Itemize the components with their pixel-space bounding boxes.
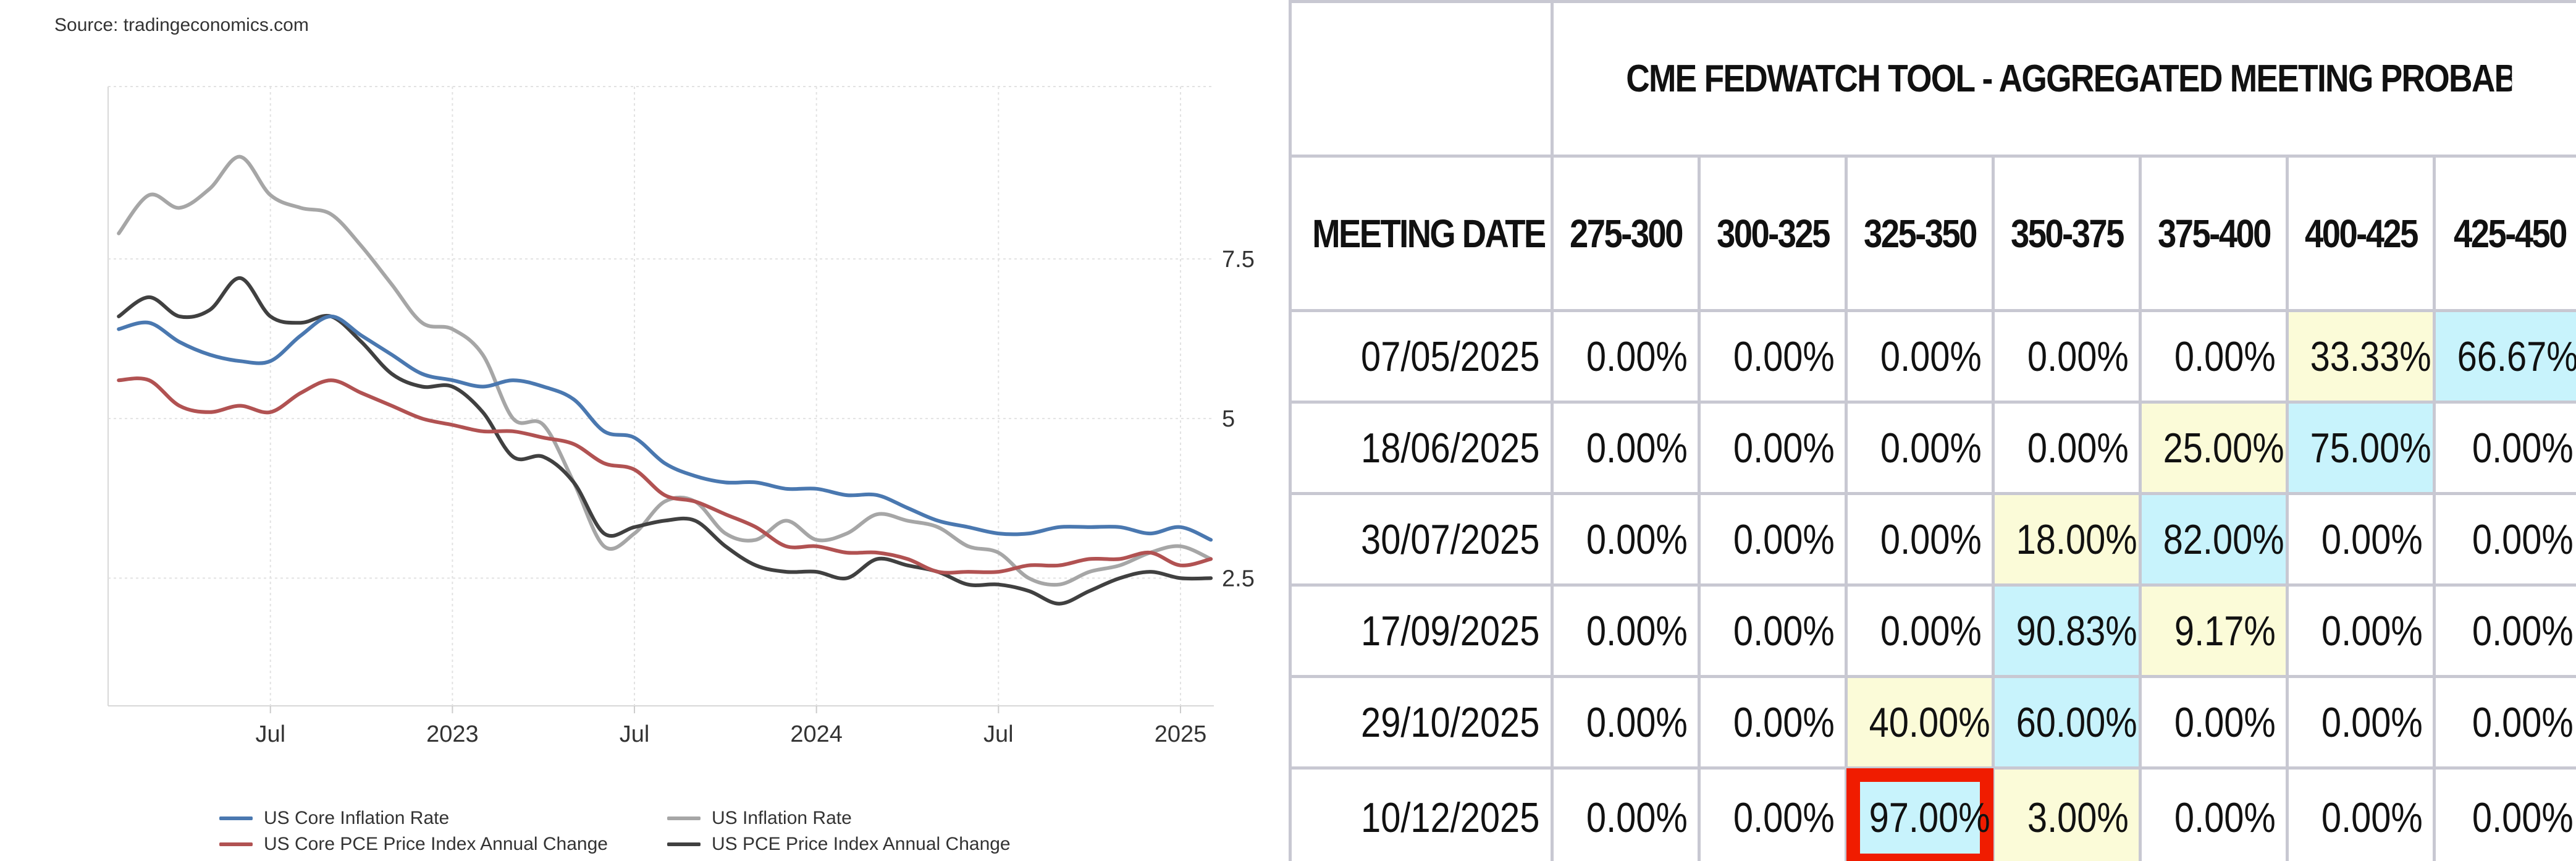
legend-label: US PCE Price Index Annual Change [712, 834, 1011, 854]
probability-cell: 0.00% [1551, 309, 1701, 404]
probability-cell: 66.67% [2432, 309, 2576, 404]
legend-label: US Inflation Rate [712, 808, 852, 828]
probability-cell: 18.00% [1992, 492, 2142, 587]
y-tick-label: 5 [1222, 406, 1235, 432]
probability-cell: 0.00% [1551, 492, 1701, 587]
probability-cell: 0.00% [1845, 492, 1995, 587]
probability-cell: 0.00% [2286, 766, 2436, 861]
x-tick-label: 2025 [1155, 721, 1207, 747]
x-tick-label: Jul [255, 721, 285, 747]
inflation-chart-panel: Source: tradingeconomics.com 2.5 5 7.5 Jul 2… [0, 0, 1285, 861]
probability-cell: 0.00% [2286, 675, 2436, 770]
table-title-row: CME FEDWATCH TOOL - AGGREGATED MEETING P… [1289, 0, 2576, 158]
fedwatch-table: CME FEDWATCH TOOL - AGGREGATED MEETING P… [1289, 0, 2576, 861]
probability-cell: 0.00% [1992, 309, 2142, 404]
probability-cell: 0.00% [2139, 675, 2289, 770]
rate-range-header: 275-300 [1551, 155, 1701, 312]
grid-layer [107, 86, 1214, 713]
rate-range-header: 425-450 [2432, 155, 2576, 312]
meeting-date-cell: 29/10/2025 [1289, 675, 1554, 770]
meeting-date-cell: 18/06/2025 [1289, 401, 1554, 495]
probability-cell: 0.00% [2139, 309, 2289, 404]
table-title: CME FEDWATCH TOOL - AGGREGATED MEETING P… [1623, 0, 2514, 158]
probability-cell: 0.00% [1551, 766, 1701, 861]
legend-item[interactable]: US Core PCE Price Index Annual Change [219, 833, 608, 855]
meeting-date-cell: 30/07/2025 [1289, 492, 1554, 587]
table-row: 17/09/2025 0.00% 0.00% 0.00% 90.83% 9.17% 0.00… [1289, 583, 2576, 678]
probability-cell: 0.00% [1698, 309, 1848, 404]
table-row: 07/05/2025 0.00% 0.00% 0.00% 0.00% 0.00% 33.33… [1289, 309, 2576, 404]
probability-cell: 0.00% [2432, 675, 2576, 770]
table-row: 29/10/2025 0.00% 0.00% 40.00% 60.00% 0.00% 0.0… [1289, 675, 2576, 770]
meeting-date-header: MEETING DATE [1289, 155, 1554, 312]
meeting-date-cell: 17/09/2025 [1289, 583, 1554, 678]
rate-range-header: 300-325 [1698, 155, 1848, 312]
source-note: Source: tradingeconomics.com [54, 15, 309, 35]
legend-label: US Core PCE Price Index Annual Change [264, 834, 608, 854]
meeting-date-cell: 07/05/2025 [1289, 309, 1554, 404]
tick-layer: 2.5 5 7.5 Jul 2023 Jul 2024 Jul 2025 [255, 247, 1254, 747]
probability-cell: 0.00% [1551, 583, 1701, 678]
table-header-row: MEETING DATE 275-300 300-325 325-350 350-37… [1289, 155, 2576, 312]
rate-range-header: 400-425 [2286, 155, 2436, 312]
rate-range-header: 350-375 [1992, 155, 2142, 312]
probability-cell: 0.00% [1551, 401, 1701, 495]
table-row: 30/07/2025 0.00% 0.00% 0.00% 18.00% 82.00% 0.0… [1289, 492, 2576, 587]
probability-cell: 9.17% [2139, 583, 2289, 678]
y-tick-label: 7.5 [1222, 247, 1255, 273]
probability-cell: 0.00% [1845, 583, 1995, 678]
rate-range-header: 375-400 [2139, 155, 2289, 312]
probability-cell: 25.00% [2139, 401, 2289, 495]
probability-cell: 0.00% [2432, 583, 2576, 678]
probability-cell: 90.83% [1992, 583, 2142, 678]
series-line-us-pce-price-index-annual-change [117, 276, 1213, 606]
probability-cell: 40.00% [1845, 675, 1995, 770]
probability-cell: 0.00% [1698, 401, 1848, 495]
probability-cell: 0.00% [1698, 583, 1848, 678]
meeting-date-cell: 10/12/2025 [1289, 766, 1554, 861]
probability-cell: 0.00% [2139, 766, 2289, 861]
probability-cell: 0.00% [1698, 675, 1848, 770]
series-line-us-core-inflation-rate [117, 314, 1213, 542]
y-tick-label: 2.5 [1222, 566, 1255, 592]
x-tick-label: 2024 [790, 721, 843, 747]
probability-cell: 0.00% [2286, 492, 2436, 587]
probability-cell: 3.00% [1992, 766, 2142, 861]
table-corner-cell [1289, 0, 1554, 158]
probability-cell: 82.00% [2139, 492, 2289, 587]
legend-swatch [667, 842, 701, 846]
probability-cell: 0.00% [1698, 766, 1848, 861]
fedwatch-panel: CME FEDWATCH TOOL - AGGREGATED MEETING P… [1289, 0, 2576, 861]
probability-cell: 0.00% [2432, 492, 2576, 587]
x-tick-label: Jul [620, 721, 650, 747]
probability-cell: 0.00% [1551, 675, 1701, 770]
probability-cell: 0.00% [2432, 401, 2576, 495]
probability-cell: 60.00% [1992, 675, 2142, 770]
legend-swatch [219, 816, 253, 820]
rate-range-header: 325-350 [1845, 155, 1995, 312]
probability-cell: 33.33% [2286, 309, 2436, 404]
probability-cell: 0.00% [2286, 583, 2436, 678]
legend-swatch [667, 816, 701, 820]
series-layer [117, 155, 1213, 606]
inflation-chart: 2.5 5 7.5 Jul 2023 Jul 2024 Jul 2025 [107, 86, 1255, 747]
table-row: 18/06/2025 0.00% 0.00% 0.00% 0.00% 25.00% 75.0… [1289, 401, 2576, 495]
table-row: 10/12/2025 0.00% 0.00% 97.00% 3.00% 0.00% 0.00… [1289, 766, 2576, 861]
probability-cell: 0.00% [2432, 766, 2576, 861]
series-line-us-core-pce-price-index-annual-change [117, 376, 1213, 575]
legend-swatch [219, 842, 253, 846]
probability-cell: 0.00% [1992, 401, 2142, 495]
x-tick-label: 2023 [426, 721, 479, 747]
x-tick-label: Jul [983, 721, 1014, 747]
legend-item[interactable]: US Inflation Rate [667, 807, 852, 829]
legend-label: US Core Inflation Rate [264, 808, 450, 828]
legend-item[interactable]: US PCE Price Index Annual Change [667, 833, 1011, 855]
probability-cell: 75.00% [2286, 401, 2436, 495]
probability-cell: 0.00% [1698, 492, 1848, 587]
probability-cell: 0.00% [1845, 401, 1995, 495]
table-body: 07/05/2025 0.00% 0.00% 0.00% 0.00% 0.00% 33.33… [1289, 309, 2576, 861]
highlighted-probability-cell: 97.00% [1845, 766, 1995, 861]
probability-cell: 0.00% [1845, 309, 1995, 404]
legend-item[interactable]: US Core Inflation Rate [219, 807, 449, 829]
